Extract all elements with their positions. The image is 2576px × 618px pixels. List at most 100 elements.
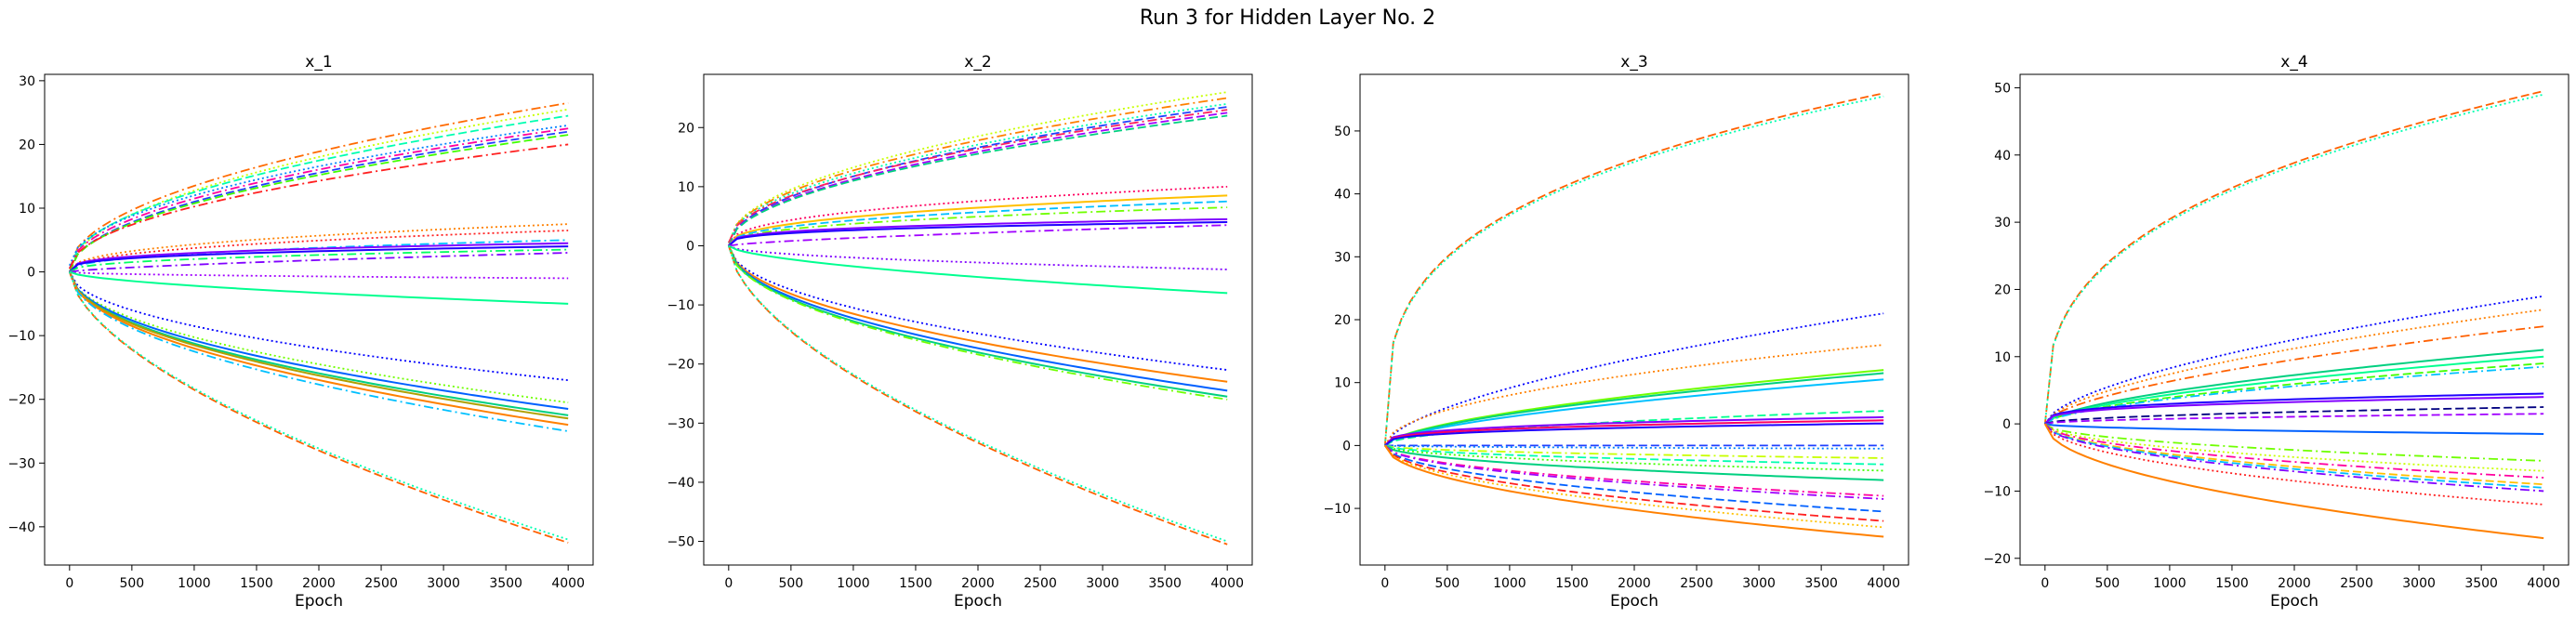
x-tick-label: 3000 [1086, 576, 1119, 591]
x-tick-label: 3000 [2402, 576, 2436, 591]
x-tick-label: 2000 [302, 576, 336, 591]
series-line-10 [1384, 422, 1884, 447]
y-tick-label: 20 [678, 121, 694, 136]
x-tick-label: 4000 [551, 576, 585, 591]
x-tick-label: 0 [65, 576, 73, 591]
series-line-16 [728, 245, 1228, 371]
subplot-title: x_2 [964, 53, 991, 72]
x-tick-label: 1000 [178, 576, 211, 591]
subplot-x4: x_4 Epoch 0 500 1000 1500 2000 2500 3000 3500 40… [1983, 53, 2569, 611]
series-line-0 [2043, 90, 2544, 425]
y-tick-label: 30 [1994, 216, 2011, 230]
y-tick-label: −10 [1323, 502, 1351, 517]
x-tick-label: 500 [119, 576, 144, 591]
x-tick-label: 1000 [2153, 576, 2186, 591]
series-line-13 [728, 224, 1228, 247]
x-tick-label: 2000 [2278, 576, 2311, 591]
x-tick-label: 1000 [837, 576, 870, 591]
series-line-18 [69, 271, 569, 404]
y-tick-label: 0 [1342, 439, 1351, 454]
plot-area: 0 500 1000 1500 2000 2500 3000 3500 4000 −50 −40 −3… [667, 73, 1253, 591]
series-line-21 [68, 271, 569, 420]
x-tick-label: 2500 [364, 576, 398, 591]
x-tick-label: 500 [778, 576, 803, 591]
series-line-19 [2044, 423, 2544, 493]
series-line-15 [2044, 423, 2544, 472]
y-tick-label: 50 [1334, 125, 1351, 139]
x-tick-label: 500 [2094, 576, 2120, 591]
series-group [727, 91, 1228, 546]
series-line-17 [727, 245, 1228, 383]
series-line-25 [68, 271, 569, 541]
y-tick-label: 20 [19, 138, 35, 152]
series-line-8 [69, 223, 569, 273]
x-tick-label: 1500 [240, 576, 273, 591]
x-tick-label: 1500 [1555, 576, 1589, 591]
series-line-20 [727, 245, 1228, 401]
series-line-9 [2044, 392, 2544, 425]
series-line-5 [2044, 348, 2544, 425]
y-tick-label: −40 [7, 520, 35, 535]
x-tick-label: 1000 [1493, 576, 1526, 591]
x-tick-label: 3500 [1148, 576, 1182, 591]
x-tick-label: 2500 [1680, 576, 1713, 591]
series-group [2043, 90, 2544, 540]
y-tick-label: −30 [667, 416, 694, 431]
axes-frame [2019, 73, 2569, 566]
y-tick-label: 0 [686, 239, 694, 254]
series-line-7 [69, 143, 569, 270]
y-tick-label: 30 [1334, 250, 1351, 265]
series-line-6 [1384, 378, 1884, 447]
y-tick-label: 0 [2002, 417, 2011, 432]
y-tick-label: 40 [1334, 188, 1351, 203]
series-line-8 [728, 194, 1228, 247]
x-axis-label: Epoch [2270, 592, 2318, 611]
y-tick-label: −40 [667, 476, 694, 491]
series-line-22 [727, 245, 1228, 543]
plot-area: 0 500 1000 1500 2000 2500 3000 3500 4000 −10 0 10 20… [1323, 73, 1909, 591]
x-tick-label: 2500 [1024, 576, 1057, 591]
series-line-0 [1383, 92, 1884, 446]
series-line-7 [2044, 362, 2544, 425]
subplot-title: x_3 [1620, 53, 1647, 72]
x-tick-label: 3500 [1804, 576, 1838, 591]
series-line-16 [69, 270, 569, 305]
y-tick-label: −20 [667, 358, 694, 373]
series-line-22 [1384, 444, 1884, 538]
x-axis-label: Epoch [1610, 592, 1658, 611]
series-line-23 [68, 271, 569, 432]
series-line-9 [1384, 419, 1884, 447]
y-tick-label: 20 [1334, 313, 1351, 328]
y-tick-label: 10 [1994, 350, 2011, 365]
series-line-20 [1384, 444, 1884, 522]
x-tick-label: 4000 [2527, 576, 2560, 591]
series-line-5 [69, 130, 569, 272]
series-line-2 [1384, 312, 1884, 446]
series-line-12 [728, 221, 1228, 247]
series-line-1 [727, 97, 1228, 243]
series-line-4 [2044, 325, 2544, 425]
series-line-21 [1384, 444, 1884, 529]
y-tick-label: −10 [7, 329, 35, 344]
series-line-13 [2044, 423, 2544, 435]
series-line-14 [1384, 444, 1884, 466]
subplot-x3: x_3 Epoch 0 500 1000 1500 2000 2500 3000 3500 40… [1323, 53, 1909, 611]
series-line-11 [2044, 406, 2544, 425]
series-line-4 [728, 109, 1228, 243]
series-line-15 [69, 270, 569, 280]
subplot-title: x_4 [2280, 53, 2307, 72]
series-line-20 [2044, 423, 2544, 506]
y-tick-label: 30 [19, 74, 35, 89]
series-line-4 [1384, 369, 1884, 447]
x-tick-label: 0 [724, 576, 733, 591]
series-line-12 [1384, 444, 1884, 450]
figure-title: Run 3 for Hidden Layer No. 2 [1140, 7, 1435, 30]
series-line-13 [69, 248, 569, 273]
series-line-2 [68, 114, 569, 270]
y-tick-label: 10 [1334, 376, 1351, 391]
subplot-x1: x_1 Epoch 0 500 1000 1500 2000 2500 3000 3500 40… [7, 53, 594, 611]
series-line-6 [2044, 355, 2544, 425]
y-tick-label: −30 [7, 456, 35, 471]
series-line-15 [1384, 444, 1884, 472]
series-line-12 [2044, 413, 2544, 425]
